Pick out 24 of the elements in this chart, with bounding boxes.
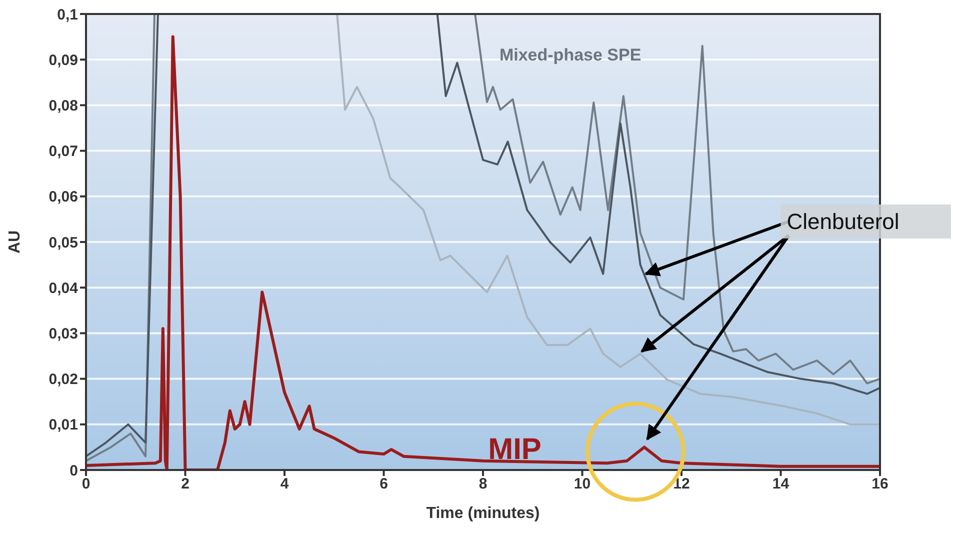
x-tick-label: 2 <box>181 476 190 493</box>
y-axis-title: AU <box>6 230 24 254</box>
y-tick-label: 0,07 <box>48 143 78 160</box>
x-tick-label: 10 <box>574 476 591 493</box>
x-tick-label: 14 <box>772 476 790 493</box>
y-tick-label: 0,02 <box>48 371 78 388</box>
annotation: Clenbuterol <box>786 208 900 234</box>
y-tick-label: 0,04 <box>48 280 79 297</box>
x-tick-label: 6 <box>380 476 388 493</box>
y-tick-label: 0,09 <box>48 52 78 69</box>
series-label: MIP <box>488 432 542 466</box>
x-tick-label: 8 <box>478 476 488 493</box>
y-tick-label: 0,01 <box>48 416 78 434</box>
x-tick-label: 0 <box>82 476 90 493</box>
x-axis-title: Time (minutes) <box>426 505 540 522</box>
y-tick-label: 0,08 <box>48 98 78 115</box>
y-tick-label: 0 <box>70 462 78 480</box>
y-tick-label: 0,05 <box>48 234 78 252</box>
y-tick-label: 0,1 <box>57 6 78 24</box>
y-tick-label: 0,06 <box>48 188 78 206</box>
y-tick-label: 0,03 <box>48 326 78 343</box>
x-tick-label: 16 <box>872 476 888 493</box>
x-tick-label: 4 <box>280 476 290 493</box>
annotation: Mixed-phase SPE <box>499 46 642 65</box>
